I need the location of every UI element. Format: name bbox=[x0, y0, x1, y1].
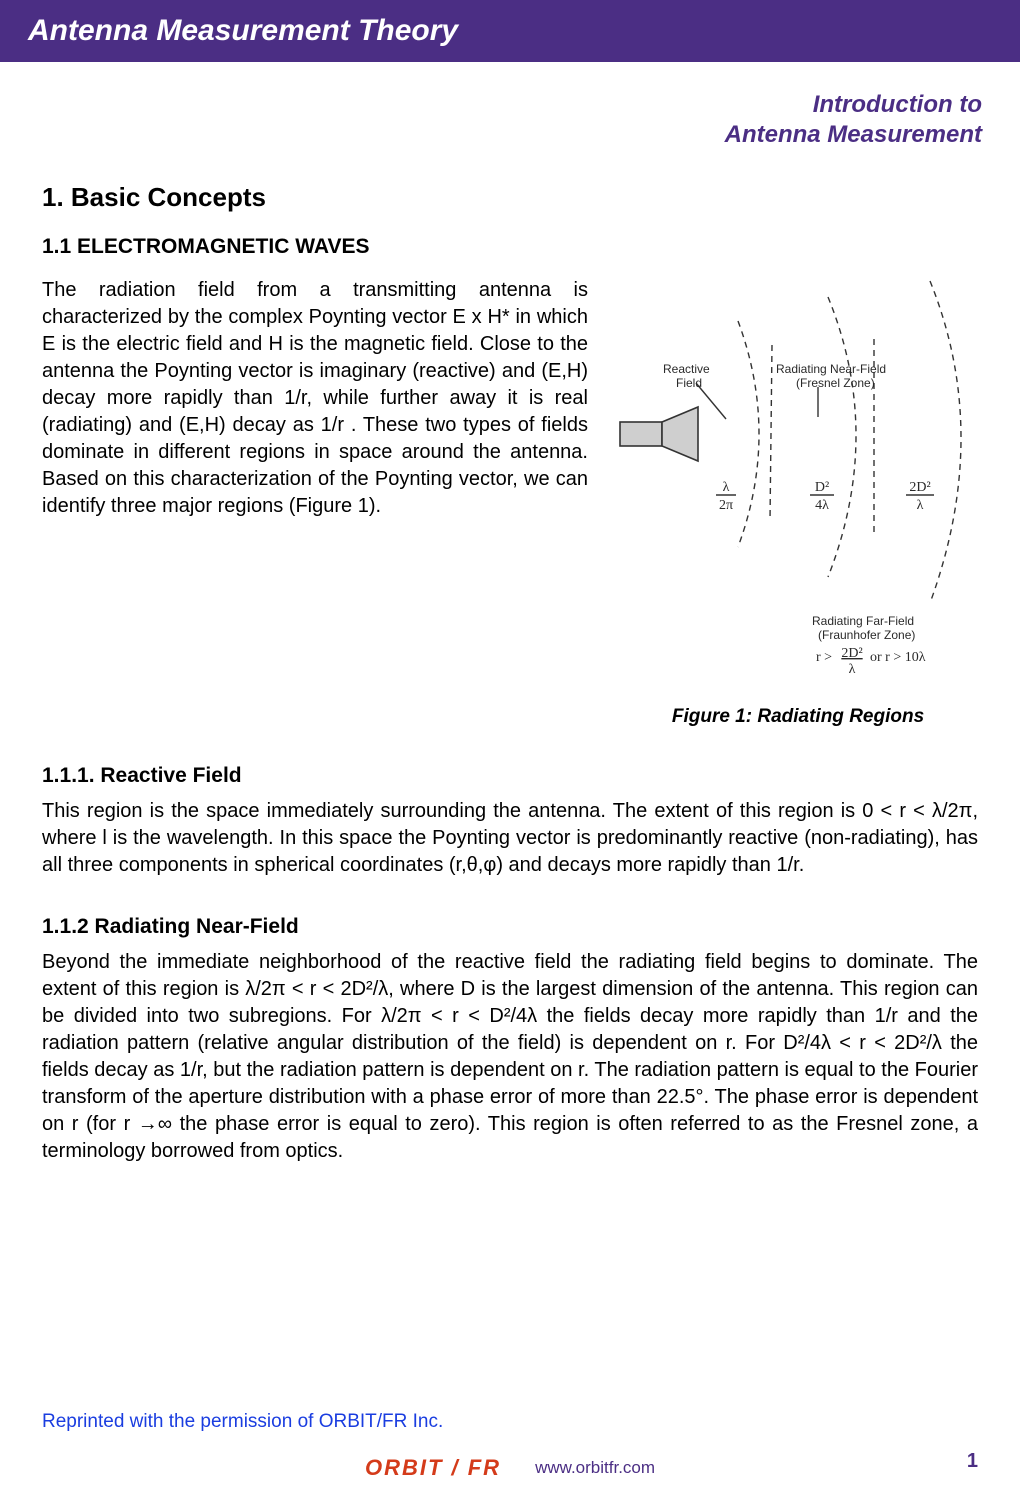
para-1-1-1: This region is the space immediately sur… bbox=[42, 798, 978, 879]
arc-nearfield-outer bbox=[930, 281, 961, 603]
farcond-pre: r > bbox=[816, 650, 832, 665]
content: 1. Basic Concepts 1.1 ELECTROMAGNETIC WA… bbox=[0, 150, 1020, 1165]
section-1-1-1-title: 1.1.1. Reactive Field bbox=[42, 764, 978, 788]
frac1-num: λ bbox=[723, 480, 730, 495]
frac2-num: D² bbox=[815, 480, 829, 495]
frac2-den: 4λ bbox=[815, 498, 829, 513]
para-1-1: The radiation field from a transmitting … bbox=[42, 277, 588, 520]
label-farfield-1: Radiating Far-Field bbox=[812, 614, 914, 628]
antenna-horn-icon bbox=[662, 407, 698, 461]
section-1-1-2-title: 1.1.2 Radiating Near-Field bbox=[42, 915, 978, 939]
antenna-body-icon bbox=[620, 422, 662, 446]
page: Antenna Measurement Theory Introduction … bbox=[0, 0, 1020, 1503]
arc-reactive bbox=[738, 321, 759, 547]
section-1-title: 1. Basic Concepts bbox=[42, 182, 978, 213]
label-reactive-1: Reactive bbox=[663, 362, 710, 376]
label-nearfield-2: (Fresnel Zone) bbox=[796, 376, 875, 390]
label-nearfield-1: Radiating Near-Field bbox=[776, 362, 886, 376]
divider-1 bbox=[770, 345, 772, 521]
footer-url[interactable]: www.orbitfr.com bbox=[535, 1458, 655, 1478]
frac3-den: λ bbox=[917, 498, 924, 513]
farcond-num: 2D² bbox=[841, 646, 862, 661]
footer: ORBIT / FR www.orbitfr.com bbox=[0, 1455, 1020, 1481]
frac3-num: 2D² bbox=[909, 480, 930, 495]
label-reactive-2: Field bbox=[676, 376, 702, 390]
subtitle-block: Introduction to Antenna Measurement bbox=[0, 62, 1020, 150]
figure-1: Reactive Field Radiating Near-Field (Fre… bbox=[618, 277, 978, 728]
figure-1-caption: Figure 1: Radiating Regions bbox=[618, 706, 978, 728]
reprint-notice: Reprinted with the permission of ORBIT/F… bbox=[42, 1411, 443, 1433]
header-bar: Antenna Measurement Theory bbox=[0, 0, 1020, 62]
radiating-regions-diagram: Reactive Field Radiating Near-Field (Fre… bbox=[618, 277, 978, 687]
para-1-1-2: Beyond the immediate neighborhood of the… bbox=[42, 949, 978, 1165]
section-1-1-title: 1.1 ELECTROMAGNETIC WAVES bbox=[42, 235, 978, 259]
subtitle-line2: Antenna Measurement bbox=[725, 121, 982, 148]
frac1-den: 2π bbox=[719, 498, 733, 513]
arc-nearfield-inner bbox=[828, 297, 856, 577]
label-farfield-2: (Fraunhofer Zone) bbox=[818, 628, 915, 642]
subtitle-line1: Introduction to bbox=[813, 91, 982, 118]
page-title: Antenna Measurement Theory bbox=[28, 14, 458, 47]
farcond-suf: or r > 10λ bbox=[870, 650, 926, 665]
farcond-den: λ bbox=[849, 662, 856, 677]
text-column: The radiation field from a transmitting … bbox=[42, 277, 588, 534]
page-number: 1 bbox=[967, 1450, 978, 1473]
two-column-block: The radiation field from a transmitting … bbox=[42, 277, 978, 728]
orbit-fr-logo: ORBIT / FR bbox=[365, 1455, 501, 1481]
